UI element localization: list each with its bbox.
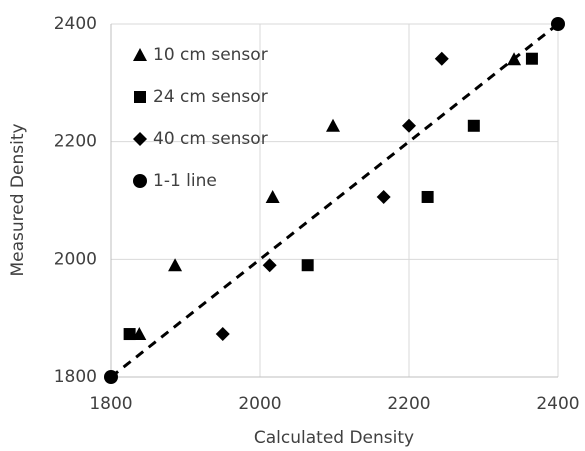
y-axis-title: Measured Density [8,123,28,276]
data-point [265,189,280,203]
x-tick-label: 2200 [387,394,430,414]
data-point [215,327,230,342]
data-point [301,259,314,272]
data-point [326,118,341,132]
data-point [434,51,449,66]
legend-label: 40 cm sensor [153,129,268,149]
y-tick-label: 1800 [54,367,97,387]
y-tick-label: 2200 [54,132,97,152]
data-point [402,118,416,133]
legend-marker [133,48,147,61]
data-point [262,258,277,273]
data-point [421,190,434,203]
data-point [376,189,391,204]
x-tick-label: 1800 [89,394,132,414]
legend-label: 10 cm sensor [153,45,268,65]
data-point [132,327,147,341]
data-point [104,370,118,384]
legend-label: 24 cm sensor [153,87,268,107]
data-point [123,328,136,341]
x-axis-title: Calculated Density [254,428,414,448]
legend-marker [134,91,146,103]
data-point [525,52,538,65]
legend-label: 1-1 line [153,171,217,191]
y-tick-label: 2000 [54,249,97,269]
data-point [168,258,183,272]
y-tick-label: 2400 [54,14,97,34]
data-point [467,119,480,132]
data-point [551,17,565,31]
x-tick-label: 2400 [536,394,579,414]
x-tick-label: 2000 [238,394,281,414]
legend-marker [133,174,147,188]
series-line [110,22,559,379]
legend-marker [133,132,147,146]
